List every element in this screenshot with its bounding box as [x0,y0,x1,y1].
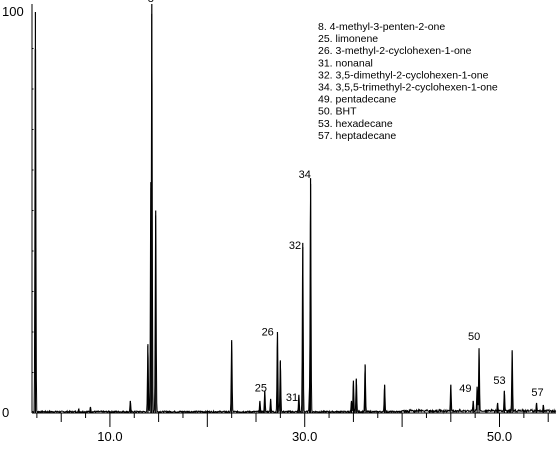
peak-label-25: 25 [255,383,267,395]
axes [31,4,556,427]
legend-entry: 49. pentadecane [318,94,396,106]
x-tick-label: 10.0 [97,429,122,444]
peak-labels: 8 25 26 31 32 34 49 50 53 57 [148,0,544,404]
peak-label-32: 32 [289,240,301,252]
peak-label-31: 31 [286,392,298,404]
legend-entry: 34. 3,5,5-trimethyl-2-cyclohexen-1-one [318,82,498,94]
legend-entry: 53. hexadecane [318,118,393,130]
peak-label-57: 57 [531,387,543,399]
legend-entry: 31. nonanal [318,57,373,69]
x-tick-labels: 10.0 30.0 50.0 [97,429,512,444]
signal-trace [32,13,557,415]
y-tick-labels: 0 100 [2,4,24,420]
chromatogram-trace [32,3,557,415]
legend-entry: 26. 3-methyl-2-cyclohexen-1-one [318,45,472,57]
peak-label-8: 8 [148,0,154,5]
legend-entry: 57. heptadecane [318,130,396,142]
y-tick-label: 100 [2,4,24,19]
legend-entry: 50. BHT [318,106,357,118]
y-tick-label: 0 [2,405,9,420]
x-tick-label: 30.0 [292,429,317,444]
peak-label-49: 49 [459,383,471,395]
peak-label-34: 34 [299,169,311,181]
legend-entry: 25. limonene [318,33,378,45]
legend-entry: 8. 4-methyl-3-penten-2-one [318,21,445,33]
x-tick-label: 50.0 [487,429,512,444]
peak-label-26: 26 [262,327,274,339]
legend-entry: 32. 3,5-dimethyl-2-cyclohexen-1-one [318,69,489,81]
peak-label-53: 53 [493,375,505,387]
peak-label-50: 50 [468,331,480,343]
